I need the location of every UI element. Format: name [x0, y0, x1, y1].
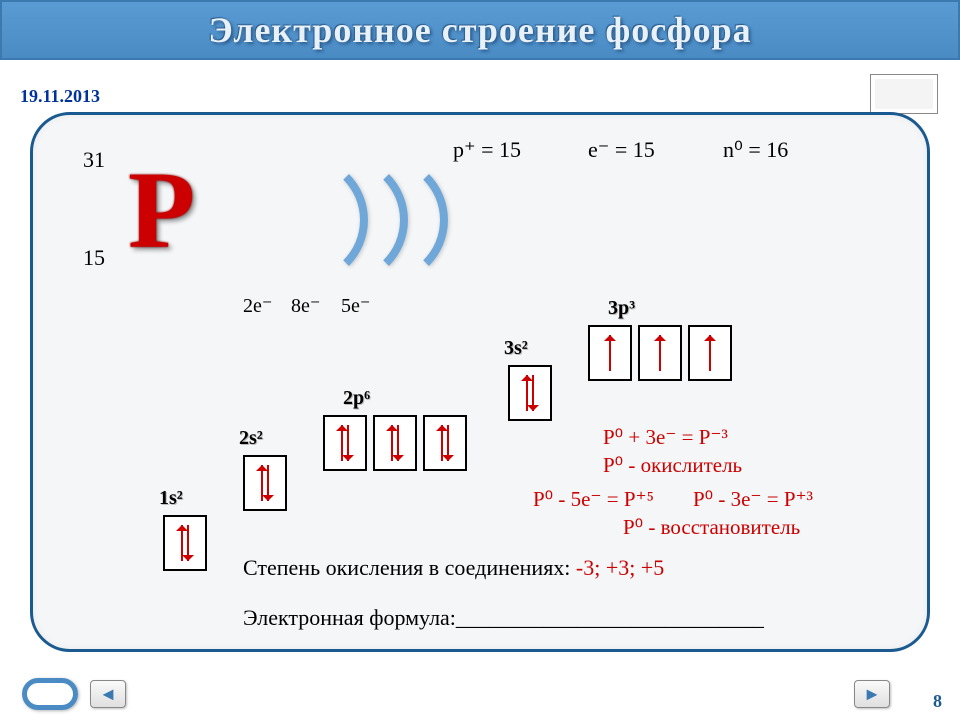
orbital-box — [373, 415, 417, 471]
formula-label: Электронная формула: — [243, 605, 456, 630]
prev-slide-button[interactable]: ◄ — [90, 680, 126, 708]
date-label: 19.11.2013 — [20, 86, 100, 107]
atomic-number: 15 — [83, 245, 105, 271]
spin-down-icon — [532, 375, 534, 411]
slide-title: Электронное строение фосфора — [208, 9, 751, 51]
shell-label-2: 8e⁻ — [291, 293, 320, 318]
home-oval-button[interactable] — [22, 678, 78, 710]
next-slide-button[interactable]: ► — [854, 680, 890, 708]
content-area: 31 15 P p⁺ = 15 e⁻ = 15 n⁰ = 16 2e⁻ 8e⁻ … — [33, 115, 927, 649]
orbital-box — [688, 325, 732, 381]
page-number: 8 — [933, 691, 942, 712]
content-panel: 31 15 P p⁺ = 15 e⁻ = 15 n⁰ = 16 2e⁻ 8e⁻ … — [30, 112, 930, 652]
spin-down-icon — [447, 425, 449, 461]
orbital-label: 3p³ — [608, 297, 635, 320]
orbital-box — [323, 415, 367, 471]
oxidation-values: -3; +3; +5 — [576, 555, 664, 580]
oxidation-label: Степень окисления в соединениях: -3; +3;… — [243, 555, 664, 581]
mass-number: 31 — [83, 147, 105, 173]
neutrons-label: n⁰ = 16 — [723, 137, 788, 163]
orbital-box — [508, 365, 552, 421]
redox-oxidizer: P⁰ - окислитель — [603, 453, 742, 478]
spin-up-icon — [659, 335, 661, 371]
shell-label-3: 5e⁻ — [341, 293, 370, 318]
redox-lose5: P⁰ - 5e⁻ = P⁺⁵ — [533, 487, 654, 512]
orbital-label: 2s² — [239, 427, 263, 450]
orbital-label: 1s² — [159, 487, 183, 510]
element-symbol: P — [128, 155, 195, 265]
protons-label: p⁺ = 15 — [453, 137, 521, 163]
spin-up-icon — [709, 335, 711, 371]
orbital-label: 3s² — [504, 337, 528, 360]
spin-up-icon — [609, 335, 611, 371]
orbital-box — [163, 515, 207, 571]
formula-blank: ____________________________ — [456, 605, 764, 630]
orbital-label: 2p⁶ — [343, 387, 370, 410]
title-bar: Электронное строение фосфора — [0, 0, 960, 60]
shell-arc — [318, 155, 448, 285]
redox-lose3: P⁰ - 3e⁻ = P⁺³ — [693, 487, 813, 512]
orbital-box — [243, 455, 287, 511]
spin-down-icon — [187, 525, 189, 561]
redox-gain: P⁰ + 3e⁻ = P⁻³ — [603, 425, 728, 450]
shell-label-1: 2e⁻ — [243, 293, 272, 318]
electrons-label: e⁻ = 15 — [588, 137, 655, 163]
orbital-box — [423, 415, 467, 471]
redox-reducer: P⁰ - восстановитель — [623, 515, 800, 540]
oxidation-label-text: Степень окисления в соединениях: — [243, 555, 570, 580]
spin-down-icon — [267, 465, 269, 501]
spin-down-icon — [397, 425, 399, 461]
orbital-box — [588, 325, 632, 381]
nav-placeholder-box[interactable] — [870, 74, 938, 114]
spin-down-icon — [347, 425, 349, 461]
orbital-box — [638, 325, 682, 381]
formula-line: Электронная формула:____________________… — [243, 605, 764, 631]
